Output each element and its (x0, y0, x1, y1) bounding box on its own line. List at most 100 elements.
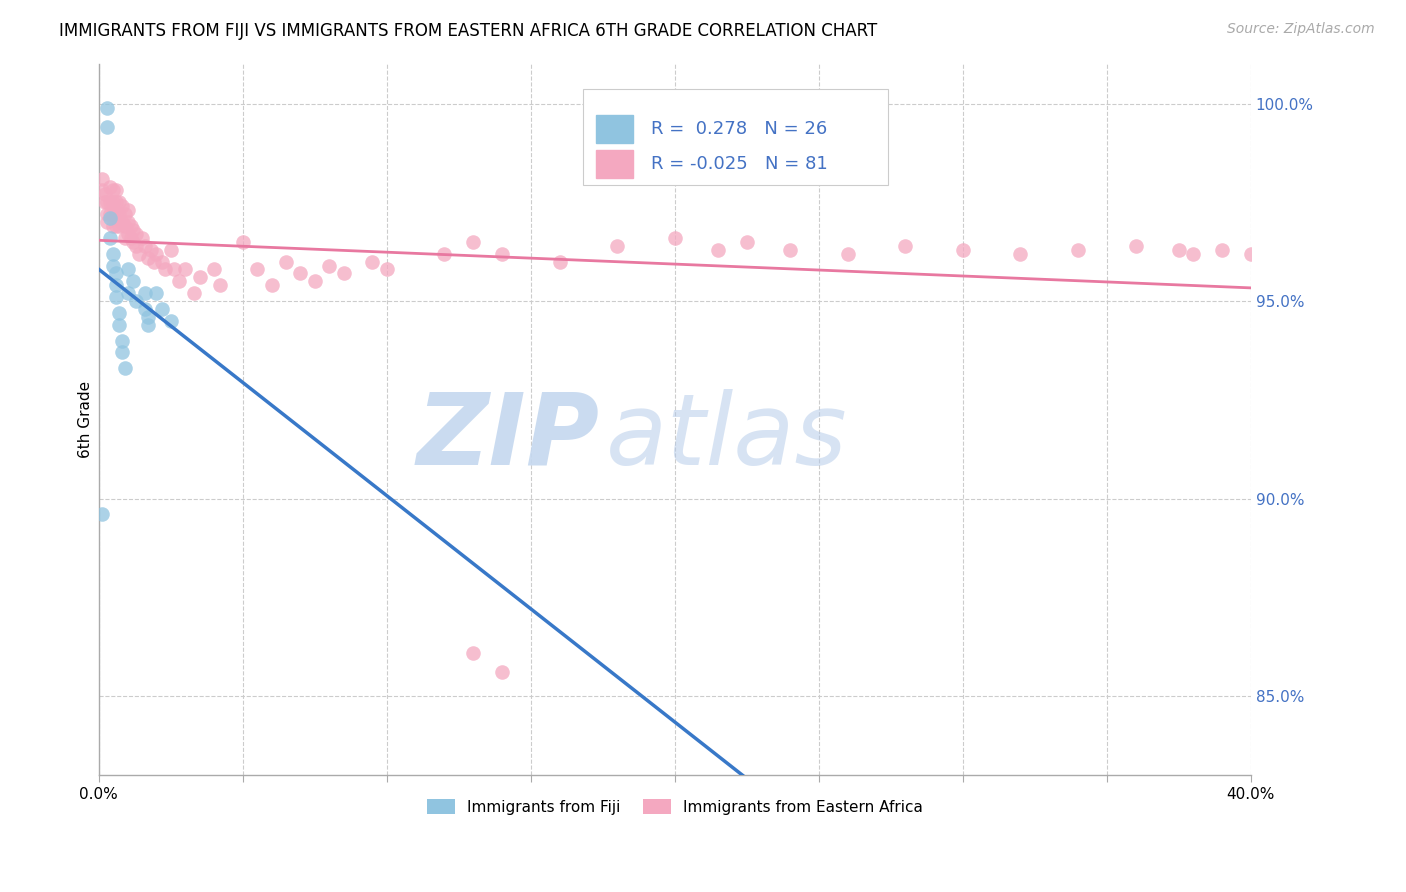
Point (163, 262, 186, 277)
Point (1182, 246, 1205, 260)
Point (125, 239, 148, 253)
Point (96, 195, 118, 210)
Point (169, 274, 191, 288)
Point (111, 215, 134, 229)
Point (134, 286, 156, 301)
Point (103, 219, 125, 233)
Point (98, 231, 121, 245)
Point (122, 235, 145, 249)
Point (90, 171, 112, 186)
Point (93, 195, 115, 210)
Point (114, 207, 136, 221)
Point (1125, 239, 1147, 253)
Point (894, 239, 917, 253)
Point (174, 262, 197, 277)
Point (463, 646, 485, 660)
Point (134, 301, 156, 316)
Point (139, 243, 162, 257)
Point (122, 223, 145, 237)
Text: Source: ZipAtlas.com: Source: ZipAtlas.com (1227, 22, 1375, 37)
Point (1067, 243, 1090, 257)
Point (90, 508, 112, 522)
Point (98, 179, 121, 194)
Bar (596, 115, 633, 144)
Point (290, 267, 312, 281)
Point (735, 235, 758, 249)
Point (96, 101, 118, 115)
Point (93, 187, 115, 202)
Point (208, 278, 231, 293)
Point (114, 361, 136, 376)
Point (105, 290, 128, 304)
Point (150, 254, 173, 268)
Text: atlas: atlas (606, 389, 848, 486)
Point (232, 235, 254, 249)
Point (96, 215, 118, 229)
Point (1211, 243, 1233, 257)
Point (136, 251, 159, 265)
Point (111, 199, 134, 213)
Point (125, 294, 148, 309)
Point (103, 259, 125, 273)
Point (142, 254, 165, 268)
Point (260, 278, 283, 293)
Text: R = -0.025   N = 81: R = -0.025 N = 81 (651, 155, 827, 173)
Point (103, 207, 125, 221)
Point (103, 195, 125, 210)
Point (183, 286, 205, 301)
Point (108, 195, 131, 210)
Point (779, 243, 801, 257)
Point (98, 207, 121, 221)
Point (150, 301, 173, 316)
Point (111, 334, 134, 348)
Point (120, 231, 142, 245)
Point (108, 219, 131, 233)
Text: IMMIGRANTS FROM FIJI VS IMMIGRANTS FROM EASTERN AFRICA 6TH GRADE CORRELATION CHA: IMMIGRANTS FROM FIJI VS IMMIGRANTS FROM … (59, 22, 877, 40)
Point (145, 286, 167, 301)
Point (318, 259, 340, 273)
Point (98, 195, 121, 210)
Point (606, 239, 628, 253)
Text: R =  0.278   N = 26: R = 0.278 N = 26 (651, 120, 827, 138)
Text: ZIP: ZIP (418, 389, 600, 486)
Point (108, 207, 131, 221)
Point (159, 243, 181, 257)
Point (837, 246, 859, 260)
Point (131, 231, 153, 245)
Point (128, 246, 150, 260)
Point (153, 262, 176, 277)
Point (491, 665, 513, 680)
Point (274, 254, 297, 268)
Point (117, 286, 139, 301)
Bar (596, 150, 633, 178)
Point (159, 314, 181, 328)
FancyBboxPatch shape (582, 89, 889, 185)
Point (117, 262, 139, 277)
Point (120, 219, 142, 233)
Point (105, 207, 128, 221)
Point (117, 215, 139, 229)
Point (136, 310, 159, 324)
Point (117, 227, 139, 241)
Point (108, 318, 131, 332)
Point (96, 120, 118, 135)
Point (105, 278, 128, 293)
Point (548, 254, 571, 268)
Legend: Immigrants from Fiji, Immigrants from Eastern Africa: Immigrants from Fiji, Immigrants from Ea… (420, 793, 929, 821)
Point (361, 254, 384, 268)
Point (122, 274, 145, 288)
Point (105, 195, 128, 210)
Point (134, 239, 156, 253)
Point (105, 184, 128, 198)
Point (108, 306, 131, 320)
Point (103, 184, 125, 198)
Point (707, 243, 730, 257)
Point (188, 270, 211, 285)
Point (1240, 246, 1263, 260)
Point (117, 203, 139, 218)
Point (145, 246, 167, 260)
Point (114, 231, 136, 245)
Point (1010, 246, 1032, 260)
Point (125, 227, 148, 241)
Point (433, 246, 456, 260)
